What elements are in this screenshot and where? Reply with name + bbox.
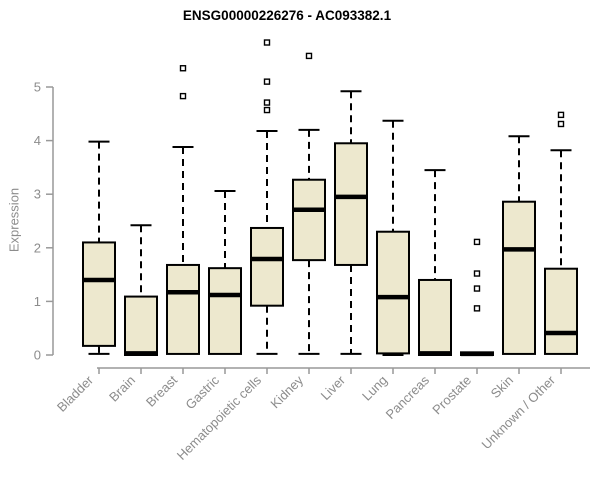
y-tick-label-1: 1	[34, 294, 41, 309]
outlier-hematopoietic-cells	[263, 78, 271, 85]
outlier-unknown-other	[557, 120, 565, 128]
x-tick-label-kidney: Kidney	[267, 372, 306, 411]
y-tick-label-5: 5	[34, 80, 41, 95]
x-tick-label-pancreas: Pancreas	[383, 372, 433, 422]
y-tick-label-3: 3	[34, 187, 41, 202]
y-tick-label-0: 0	[34, 348, 41, 363]
x-tick-label-unknown-other: Unknown / Other	[479, 372, 559, 452]
y-tick-label-2: 2	[34, 240, 41, 255]
outlier-prostate	[473, 285, 481, 292]
outlier-prostate	[473, 270, 481, 277]
outlier-hematopoietic-cells	[263, 39, 271, 46]
x-tick-label-liver: Liver	[318, 372, 349, 403]
outlier-breast	[179, 65, 187, 72]
chart-title: ENSG00000226276 - AC093382.1	[182, 8, 392, 23]
box-skin	[502, 200, 536, 355]
outlier-prostate	[473, 238, 481, 246]
outlier-hematopoietic-cells	[263, 99, 271, 106]
box-kidney	[292, 178, 326, 262]
x-tick-label-skin: Skin	[488, 373, 516, 401]
box-pancreas	[418, 278, 452, 356]
box-breast	[166, 263, 200, 355]
box-brain	[124, 295, 158, 356]
x-tick-label-prostate: Prostate	[429, 373, 474, 418]
box-lung	[376, 230, 410, 355]
box-bladder	[82, 241, 116, 347]
x-tick-label-lung: Lung	[359, 373, 390, 404]
outlier-kidney	[305, 52, 313, 60]
x-tick-label-bladder: Bladder	[54, 372, 97, 415]
box-hematopoietic-cells	[250, 226, 284, 307]
outlier-hematopoietic-cells	[263, 106, 271, 114]
box-liver	[334, 142, 368, 266]
x-tick-label-breast: Breast	[143, 372, 180, 409]
outlier-prostate	[473, 305, 481, 312]
box-gastric	[208, 267, 242, 355]
x-tick-label-brain: Brain	[106, 373, 138, 405]
outlier-unknown-other	[557, 111, 565, 119]
y-tick-label-4: 4	[34, 133, 41, 148]
outlier-breast	[179, 92, 187, 100]
x-tick-label-gastric: Gastric	[182, 372, 222, 412]
box-unknown-other	[544, 267, 578, 355]
